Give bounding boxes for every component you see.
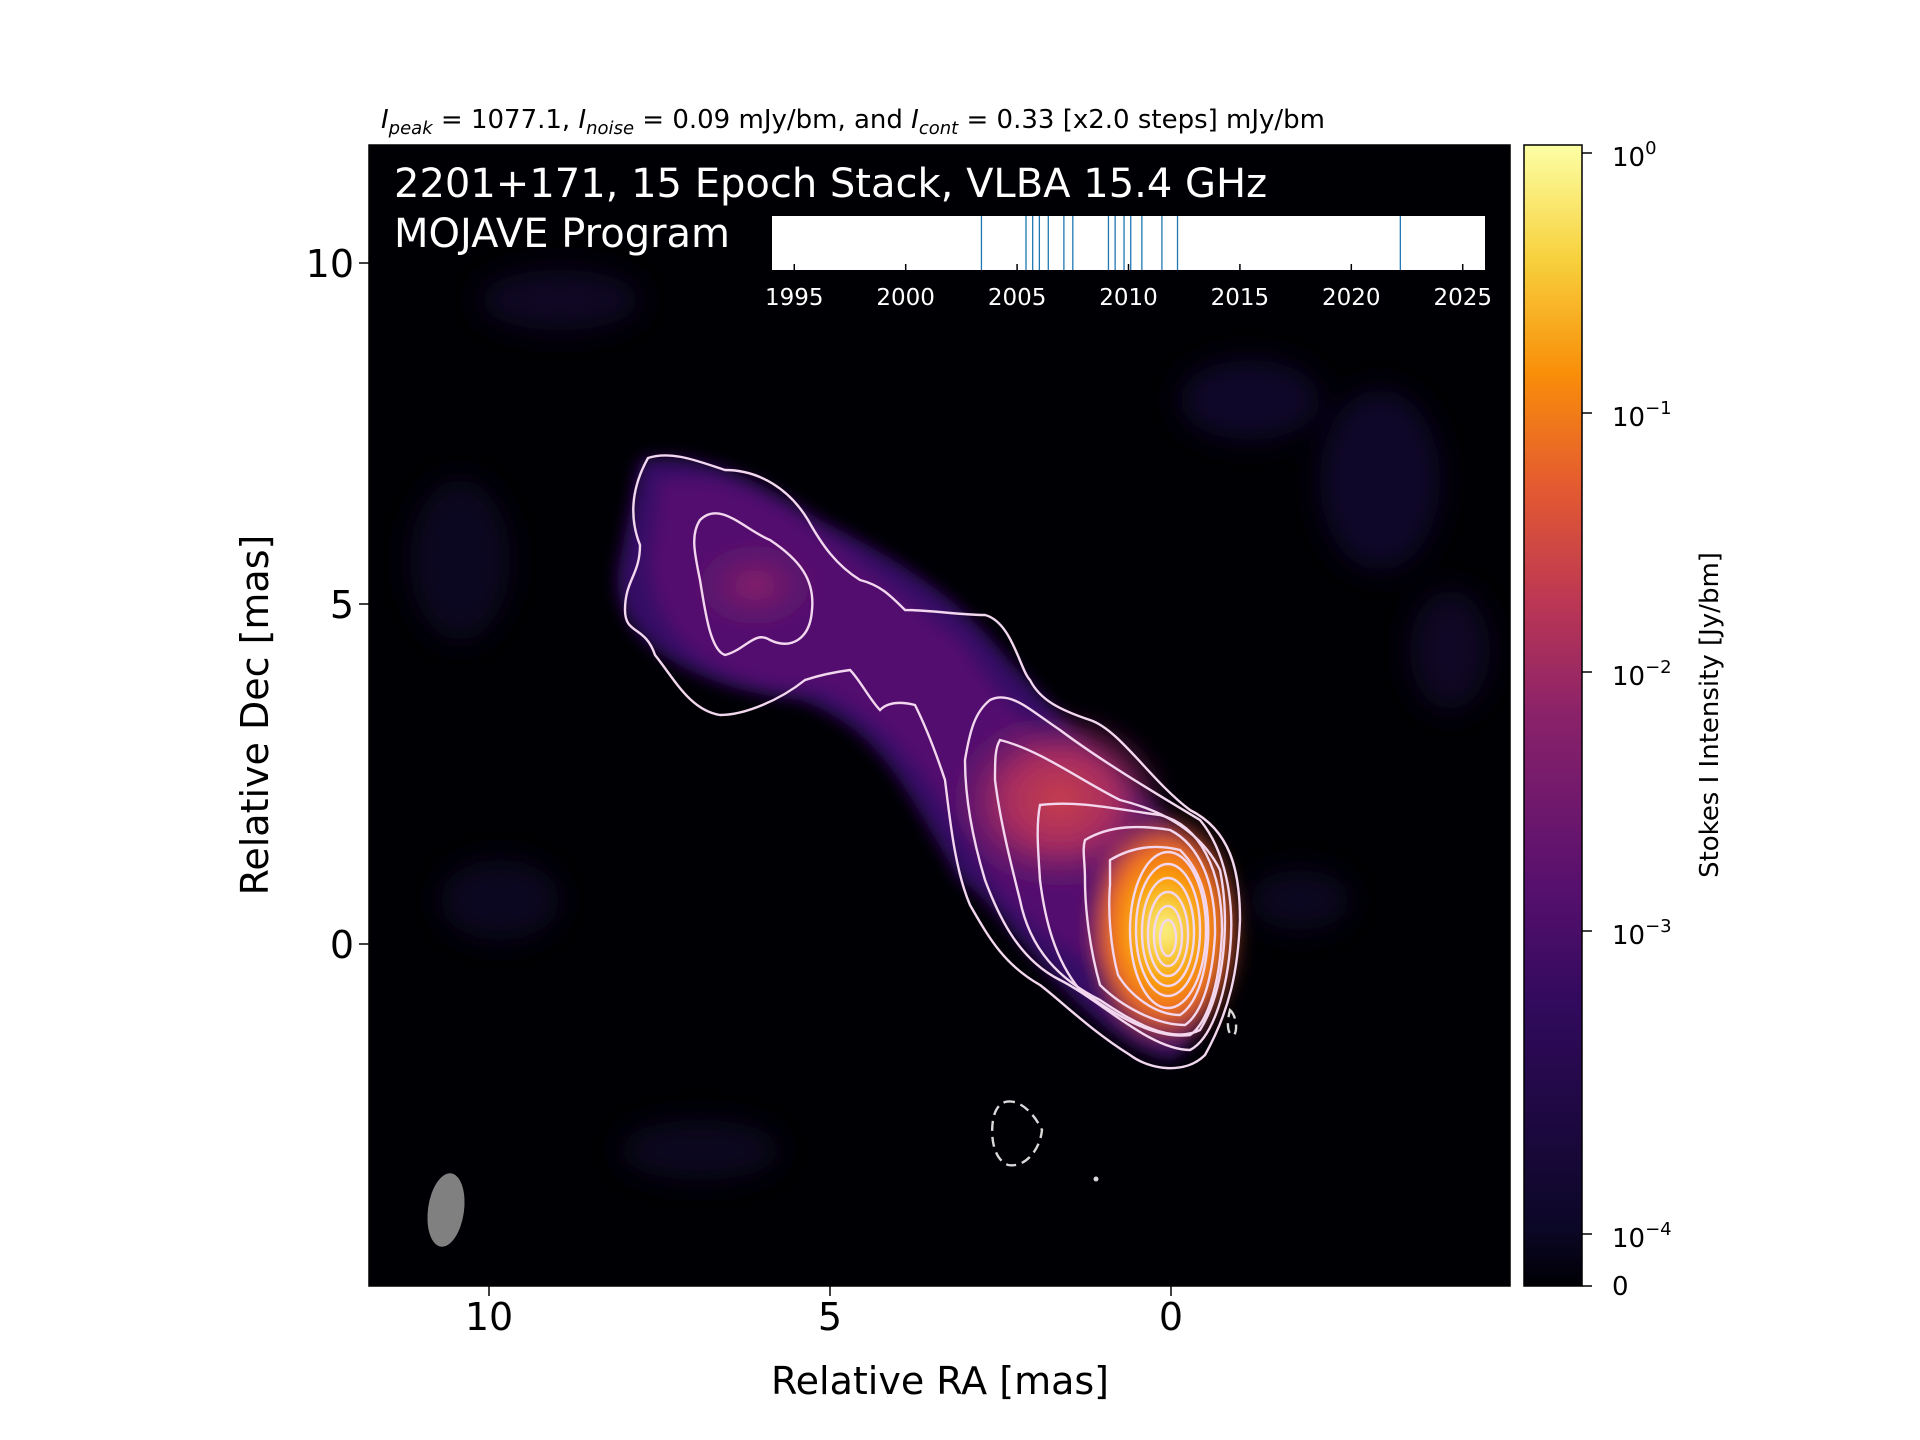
timeline-tick-label: 2025 — [1433, 285, 1492, 311]
timeline-tick-label: 2005 — [988, 285, 1047, 311]
overlay-subtitle: MOJAVE Program — [394, 211, 730, 257]
epoch-lines — [980, 216, 1401, 270]
y-tick-label: 5 — [330, 583, 354, 627]
colorbar-tick-label: 10−2 — [1612, 657, 1672, 692]
plot-frame — [368, 144, 1511, 1287]
timeline-ticks: 1995 2000 2005 2010 2015 2020 2025 — [765, 264, 1492, 311]
colorbar-label: Stokes I Intensity [Jy/bm] — [1695, 552, 1725, 878]
y-tick-label: 0 — [330, 923, 354, 967]
contours — [623, 454, 1242, 1070]
overlay-title: 2201+171, 15 Epoch Stack, VLBA 15.4 GHz — [394, 161, 1267, 207]
beam-ellipse — [427, 1173, 465, 1247]
y-axis-label: Relative Dec [mas] — [233, 535, 277, 896]
intensity-header: Ipeak = 1077.1, Inoise = 0.09 mJy/bm, an… — [381, 105, 1325, 139]
x-tick-label: 5 — [818, 1295, 842, 1339]
negative-contours — [991, 1007, 1238, 1167]
contour-knot — [693, 512, 814, 657]
background-noise — [410, 270, 1490, 1180]
noise-speck — [1093, 1176, 1099, 1182]
colorbar-gradient — [1523, 144, 1583, 1287]
colorbar: 100 10−1 10−2 10−3 10−4 0 Stokes I Inten… — [1523, 138, 1725, 1302]
timeline-tick-label: 2020 — [1322, 285, 1381, 311]
contour-outer — [623, 454, 1242, 1070]
colorbar-tick-label: 10−3 — [1612, 916, 1672, 951]
y-tick-label: 10 — [306, 242, 354, 286]
epoch-timeline: 1995 2000 2005 2010 2015 2020 2025 — [765, 216, 1492, 311]
colorbar-tick-label: 10−1 — [1612, 398, 1672, 433]
timeline-tick-label: 2000 — [876, 285, 935, 311]
timeline-box — [772, 216, 1485, 270]
image-panel: 2201+171, 15 Epoch Stack, VLBA 15.4 GHz … — [369, 145, 1510, 1286]
x-axis-label: Relative RA [mas] — [771, 1359, 1109, 1403]
timeline-tick-label: 1995 — [765, 285, 824, 311]
timeline-tick-label: 2010 — [1099, 285, 1158, 311]
x-tick-label: 10 — [465, 1295, 513, 1339]
timeline-tick-label: 2015 — [1211, 285, 1270, 311]
y-axis: 10 5 0 Relative Dec [mas] — [233, 242, 369, 967]
colorbar-tick-label: 100 — [1612, 138, 1657, 173]
colorbar-tick-label: 0 — [1612, 1272, 1629, 1302]
x-axis: 10 5 0 Relative RA [mas] — [465, 1286, 1183, 1403]
x-tick-label: 0 — [1159, 1295, 1183, 1339]
colorbar-tick-label: 10−4 — [1612, 1219, 1672, 1254]
